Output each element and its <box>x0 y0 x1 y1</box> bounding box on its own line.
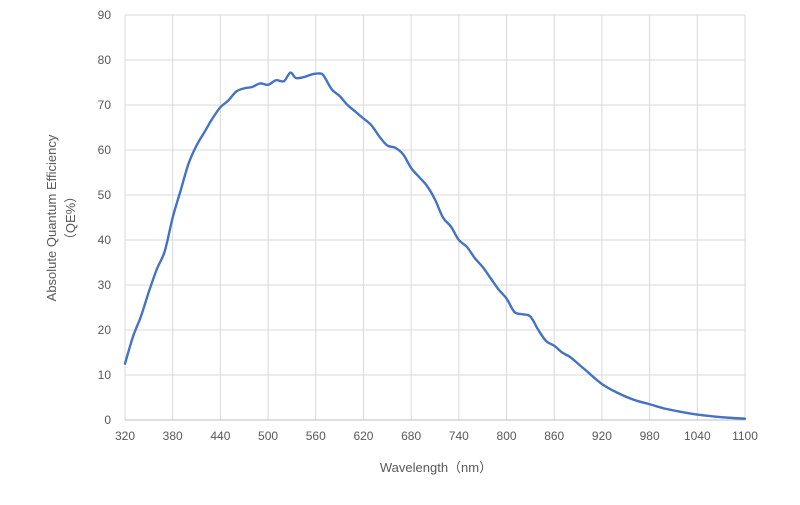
x-tick-label: 1100 <box>732 429 758 443</box>
x-tick-label: 380 <box>163 429 183 443</box>
x-tick-label: 500 <box>258 429 278 443</box>
qe-series-line <box>123 71 747 420</box>
y-tick-label: 30 <box>98 278 112 292</box>
y-tick-label: 50 <box>98 188 112 202</box>
x-tick-label: 800 <box>497 429 517 443</box>
x-tick-label: 920 <box>592 429 612 443</box>
y-tick-label: 60 <box>98 143 112 157</box>
y-tick-label: 70 <box>98 98 112 112</box>
x-axis-title: Wavelength（nm） <box>380 460 492 475</box>
x-tick-label: 860 <box>544 429 564 443</box>
y-axis-title: Absolute Quantum Efficiency <box>44 134 59 301</box>
y-tick-labels: 0 10 20 30 40 50 60 70 80 90 <box>98 8 112 427</box>
y-tick-label: 40 <box>98 233 112 247</box>
y-axis-title-group: Absolute Quantum Efficiency <box>44 134 59 301</box>
x-tick-label: 440 <box>210 429 230 443</box>
x-tick-label: 680 <box>401 429 421 443</box>
x-tick-label: 740 <box>449 429 469 443</box>
x-tick-labels: 320 380 440 500 560 620 680 740 800 860 920 980 1040… <box>115 429 758 443</box>
y-tick-label: 10 <box>98 368 112 382</box>
y-tick-label: 90 <box>98 8 112 22</box>
x-tick-label: 1040 <box>684 429 711 443</box>
x-tick-label: 560 <box>306 429 326 443</box>
grid-layer <box>124 14 746 421</box>
y-axis-unit-group: （QE%） <box>63 190 78 246</box>
series-layer <box>123 71 747 420</box>
y-axis-unit: （QE%） <box>63 190 78 246</box>
x-tick-label: 320 <box>115 429 135 443</box>
y-tick-label: 20 <box>98 323 112 337</box>
x-tick-label: 980 <box>640 429 660 443</box>
y-tick-label: 80 <box>98 53 112 67</box>
x-tick-label: 620 <box>353 429 373 443</box>
y-tick-label: 0 <box>104 413 111 427</box>
